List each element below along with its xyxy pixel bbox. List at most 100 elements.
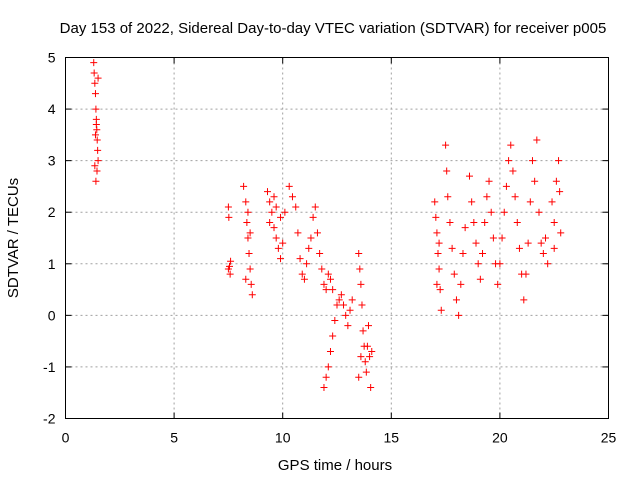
data-point <box>270 193 278 201</box>
data-point <box>356 265 364 273</box>
data-point <box>436 286 444 294</box>
data-point <box>333 301 341 309</box>
data-point <box>500 208 508 216</box>
data-point <box>329 332 337 340</box>
data-point <box>294 229 302 237</box>
data-point <box>320 384 328 392</box>
data-point <box>476 275 484 283</box>
data-point <box>446 219 454 227</box>
data-point <box>90 59 98 67</box>
data-point <box>363 342 371 350</box>
data-point <box>479 249 487 257</box>
data-point <box>348 296 356 304</box>
data-point <box>537 239 545 247</box>
data-point <box>322 286 330 294</box>
data-point <box>520 296 528 304</box>
data-point <box>277 213 285 221</box>
data-point <box>266 198 274 206</box>
data-point <box>272 234 280 242</box>
data-point <box>457 280 465 288</box>
data-point <box>326 347 334 355</box>
data-point <box>355 249 363 257</box>
data-point <box>513 219 521 227</box>
axis-ticks: 0 5 10 15 20 25 -2 -1 0 1 2 3 4 5 <box>43 50 616 446</box>
data-point <box>368 347 376 355</box>
data-point <box>92 121 100 129</box>
data-point <box>316 249 324 257</box>
data-point <box>322 373 330 381</box>
data-point <box>94 146 102 154</box>
data-point <box>452 296 460 304</box>
y-tick-label: 5 <box>48 50 56 66</box>
data-point <box>515 244 523 252</box>
data-point <box>502 182 510 190</box>
data-point <box>266 219 274 227</box>
data-point <box>461 224 469 232</box>
data-point <box>300 275 308 283</box>
data-point <box>531 177 539 185</box>
data-point <box>465 172 473 180</box>
data-point <box>335 296 343 304</box>
data-point <box>305 244 313 252</box>
data-point <box>366 353 374 361</box>
data-point <box>556 188 564 196</box>
data-point <box>270 224 278 232</box>
data-point <box>498 234 506 242</box>
data-point <box>331 317 339 325</box>
data-point <box>225 213 233 221</box>
data-point <box>307 234 315 242</box>
data-point <box>303 260 311 268</box>
data-point <box>244 234 252 242</box>
data-point <box>361 358 369 366</box>
data-point <box>357 353 365 361</box>
data-point <box>548 198 556 206</box>
data-point <box>552 177 560 185</box>
data-point <box>313 229 321 237</box>
data-point <box>434 249 442 257</box>
data-point <box>489 234 497 242</box>
data-point <box>364 322 372 330</box>
data-point <box>340 301 348 309</box>
data-point <box>358 301 366 309</box>
data-point <box>92 105 100 113</box>
data-point <box>487 208 495 216</box>
data-point <box>511 193 519 201</box>
data-point <box>246 229 254 237</box>
data-point <box>455 311 463 319</box>
y-axis-label: SDTVAR / TECUs <box>5 178 22 298</box>
data-point <box>326 275 334 283</box>
data-point <box>550 219 558 227</box>
data-point <box>242 275 250 283</box>
data-point <box>448 244 456 252</box>
data-point <box>435 265 443 273</box>
data-point <box>535 208 543 216</box>
y-tick-label: -1 <box>43 359 56 375</box>
data-point <box>274 244 282 252</box>
data-point <box>432 213 440 221</box>
data-point <box>485 177 493 185</box>
data-point <box>90 69 98 77</box>
data-point <box>344 322 352 330</box>
data-point <box>324 363 332 371</box>
data-point <box>298 270 306 278</box>
data-point <box>459 249 467 257</box>
data-point <box>91 131 99 139</box>
data-point <box>539 249 547 257</box>
grid <box>65 57 609 419</box>
data-point <box>474 260 482 268</box>
data-point <box>509 167 517 175</box>
data-point <box>355 373 363 381</box>
data-point <box>288 193 296 201</box>
data-point <box>93 136 101 144</box>
data-point <box>468 198 476 206</box>
data-point <box>544 260 552 268</box>
x-tick-label: 20 <box>492 430 508 446</box>
data-point <box>522 270 530 278</box>
data-point <box>226 270 234 278</box>
data-point <box>435 239 443 247</box>
data-point <box>285 182 293 190</box>
data-point <box>346 306 354 314</box>
data-point <box>442 141 450 149</box>
data-point <box>496 260 504 268</box>
